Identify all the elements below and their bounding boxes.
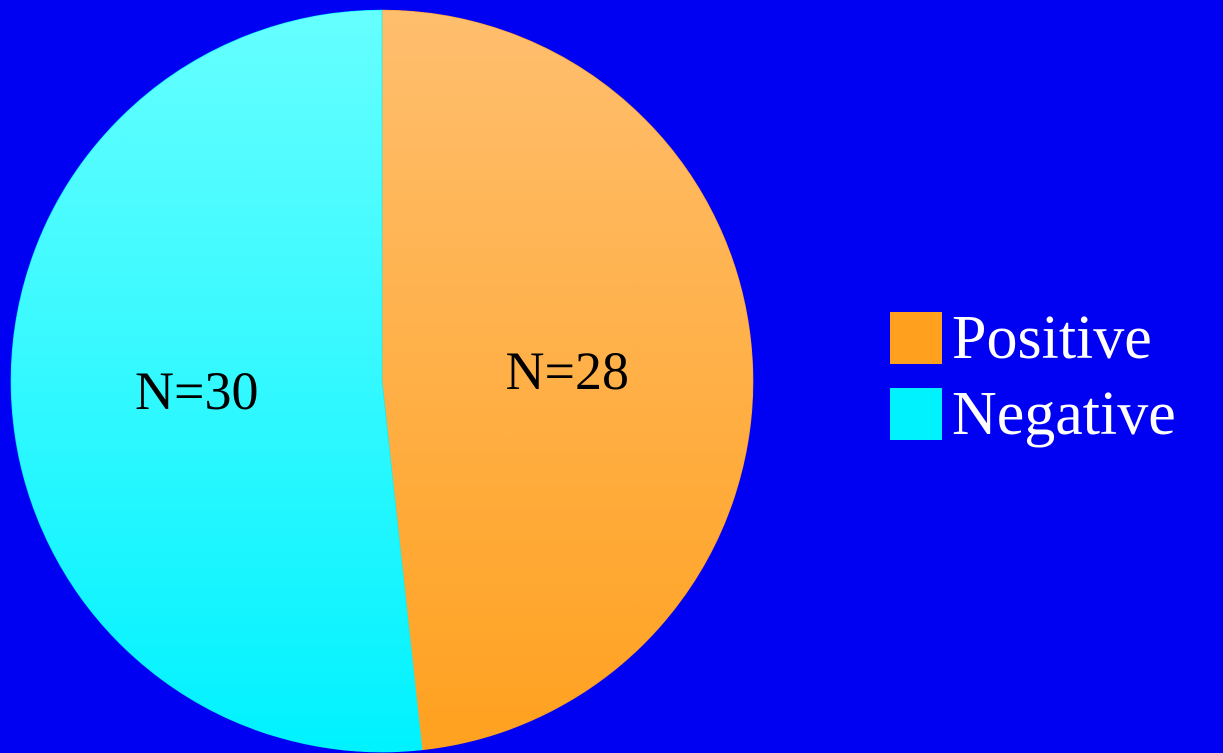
legend: Positive Negative [890, 300, 1176, 452]
pie-slice-negative [10, 9, 423, 753]
legend-swatch-positive [890, 312, 942, 364]
legend-item-negative: Negative [890, 376, 1176, 452]
legend-item-positive: Positive [890, 300, 1176, 376]
pie-labels: N=28 N=30 [135, 341, 629, 421]
pie-slices [10, 9, 754, 753]
pie-slice-positive [381, 9, 754, 751]
slice-label-negative: N=30 [135, 361, 258, 421]
legend-label-positive: Positive [952, 304, 1152, 372]
legend-label-negative: Negative [952, 380, 1176, 448]
legend-swatch-negative [890, 388, 942, 440]
slice-label-positive: N=28 [506, 341, 629, 401]
